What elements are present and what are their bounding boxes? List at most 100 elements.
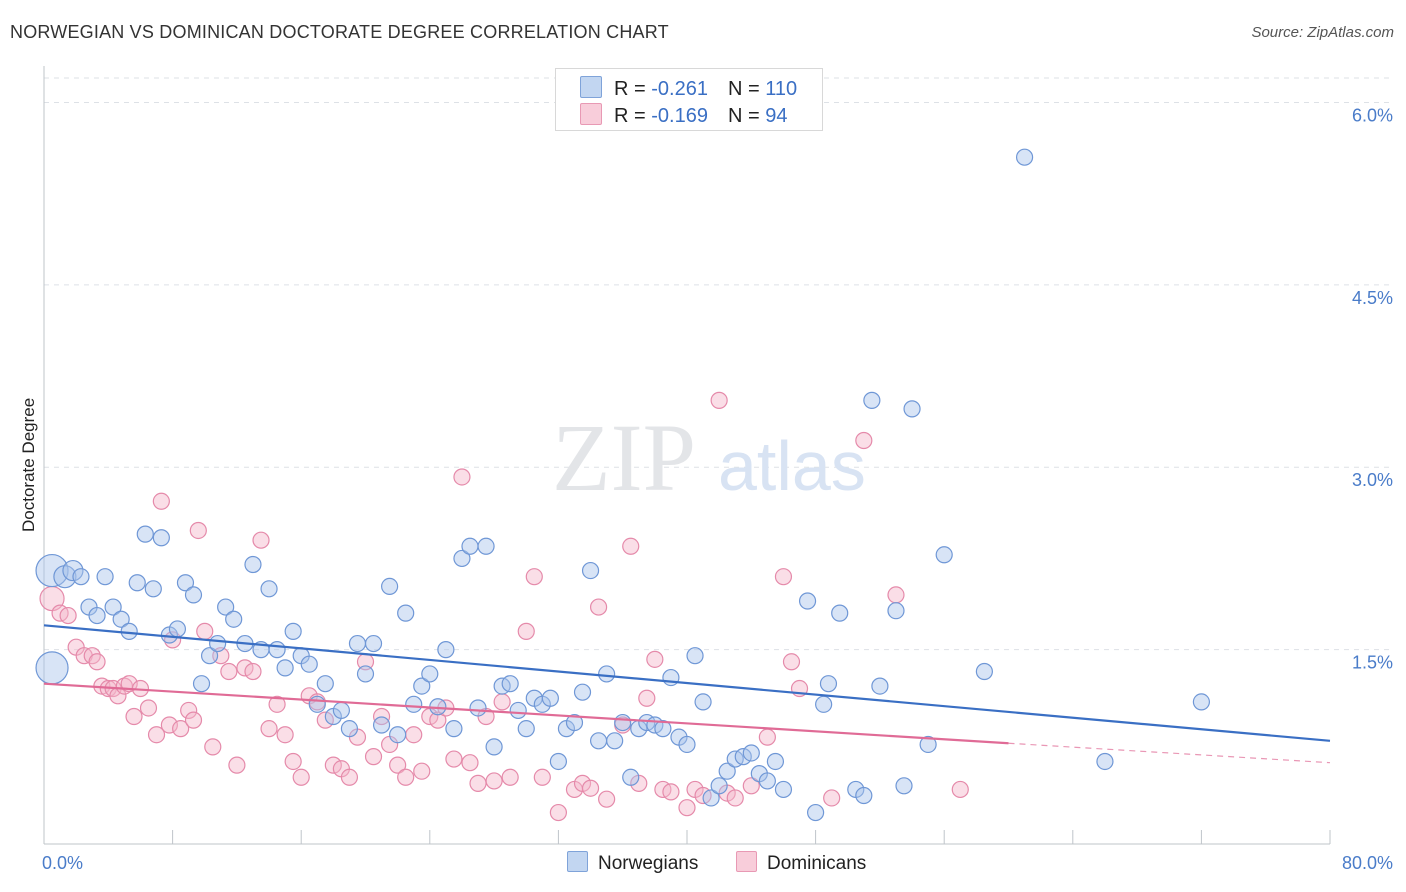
dominican-point [160,716,178,734]
norwegian-point [863,391,881,409]
norwegian-point [445,720,463,738]
norwegian-point [485,738,503,756]
norwegian-point [598,665,616,683]
dominican-point [292,768,310,786]
dominican-point [196,622,214,640]
norwegian-point [815,695,833,713]
dominican-point [268,695,286,713]
norwegian-point [806,803,825,822]
dominican-point [823,789,841,807]
legend-r-value: -0.169 [651,105,708,127]
dominican-point [184,711,203,729]
norwegian-point [565,713,584,732]
norwegian-point [935,546,953,564]
dominican-trend-line [43,682,1009,745]
dominican-point [316,711,334,729]
norwegian-point [176,574,195,592]
norwegian-point [437,641,455,659]
norwegian-point [919,735,937,754]
dominican-point [887,586,905,604]
bottom-swatch-pink [736,851,757,872]
bottom-legend-norwegians: Norwegians [567,851,698,875]
norwegian-point [72,568,90,586]
legend-swatch-blue [580,76,602,98]
norwegian-point [136,525,154,543]
norwegian-point [831,604,849,622]
norwegian-point [405,695,423,713]
dominican-point [678,799,696,817]
norwegian-point [589,732,608,750]
chart-title: NORWEGIAN VS DOMINICAN DOCTORATE DEGREE … [10,22,669,42]
norwegian-point [284,622,302,640]
y-tick-label: 3.0% [1352,470,1393,490]
dominican-point [260,720,278,738]
dominican-point [236,659,254,677]
dominican-point [549,803,568,822]
norwegian-point [192,675,211,693]
dominican-point [125,707,143,726]
dominican-trend-extension [1008,742,1331,764]
dominican-point [726,789,744,807]
bottom-swatch-blue [567,851,588,872]
norwegian-point [225,610,243,628]
norwegian-point [887,602,905,620]
norwegian-point [702,789,720,807]
norwegian-point [549,752,568,771]
norwegian-point [128,574,146,592]
norwegian-point [35,651,69,685]
dominican-point [364,748,383,766]
norwegian-point [62,559,84,582]
dominican-point [340,768,359,786]
norwegian-point [622,768,640,786]
x-tick-label: 0.0% [42,853,83,873]
norwegian-point [501,675,519,693]
dominican-point [525,568,543,586]
norwegian-point [348,634,367,653]
dominican-point [782,653,801,671]
norwegian-point [975,662,993,681]
norwegian-point [316,675,334,693]
dominican-point [204,738,222,756]
dominicans-points [39,391,969,822]
norwegian-point [152,529,170,547]
dominican-point [413,762,431,780]
dominican-point [228,756,246,774]
norwegian-point [654,720,672,738]
dominican-point [244,662,262,681]
norwegian-point [88,606,106,625]
dominican-point [469,774,487,792]
norwegian-point [1192,693,1211,711]
legend-n-value: 110 [765,78,798,100]
norwegian-point [332,701,350,720]
norwegian-point [517,720,535,738]
legend-swatch-pink [580,103,602,125]
norwegian-point [184,586,203,604]
dominican-point [189,521,207,540]
norwegian-point [541,689,559,707]
dominican-point [389,756,407,774]
norwegian-point [200,647,219,665]
norwegian-point [381,577,399,595]
dominican-point [276,726,294,744]
y-axis-label: Doctorate Degree [19,398,38,532]
legend-row-norwegians: R = -0.261 N = 110 [580,76,797,100]
dominican-point [429,711,447,729]
dominican-point [533,768,551,786]
norwegian-point [1096,752,1114,771]
norwegian-point [356,665,375,683]
norwegian-point [903,400,921,418]
dominican-point [284,752,302,771]
bottom-legend-label: Norwegians [598,853,699,874]
dominican-point [662,783,680,801]
norwegian-point [742,744,760,762]
bottom-legend-dominicans: Dominicans [736,851,866,875]
dominican-point [324,756,342,774]
norwegian-point [364,634,383,653]
norwegian-point [758,772,776,790]
legend-r-label: R = [614,105,652,127]
norwegian-point [244,555,262,574]
dominican-point [59,606,77,625]
norwegian-point [260,580,278,598]
legend-n-label: N = [727,105,766,127]
norwegian-point [469,699,487,717]
